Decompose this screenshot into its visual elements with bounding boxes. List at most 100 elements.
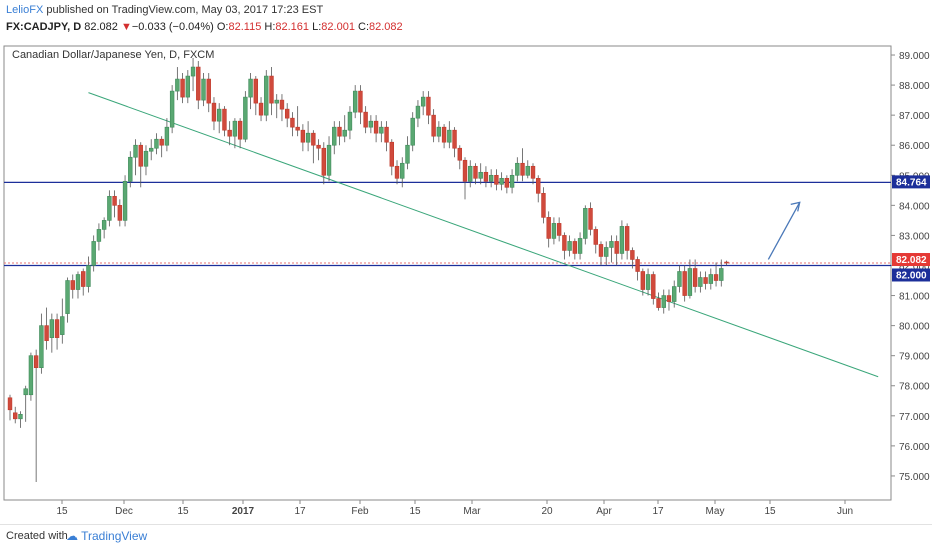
candle-body: [91, 241, 96, 266]
candle-body: [232, 120, 238, 137]
candle-body: [70, 280, 75, 290]
candle-body: [81, 271, 86, 287]
candle-body: [264, 75, 269, 116]
plot-area: [3, 45, 892, 501]
candle-body: [546, 217, 551, 239]
x-tick-label: May: [706, 506, 725, 517]
candle-body: [405, 144, 410, 164]
candle-body: [44, 325, 49, 341]
candle-body: [687, 268, 693, 296]
candle-body: [243, 96, 248, 140]
down-triangle-icon: ▼: [120, 21, 132, 33]
candle-body: [164, 126, 170, 146]
chart-header: LelioFX published on TradingView.com, Ma…: [0, 0, 932, 40]
candle-body: [295, 126, 300, 131]
candle-body: [373, 120, 379, 134]
candle-body: [128, 156, 133, 182]
y-tick-label: 80.000: [899, 322, 930, 333]
x-tick-label: 2017: [232, 506, 255, 517]
candle-body: [703, 277, 708, 284]
footer: Created with ☁ TradingView: [0, 524, 932, 551]
y-tick-label: 86.000: [899, 141, 930, 152]
candle-body: [217, 108, 222, 122]
candle-body: [290, 117, 295, 128]
open-label: O:: [216, 21, 229, 33]
candle-body: [284, 108, 290, 119]
y-tick-label: 75.000: [899, 472, 930, 483]
candle-body: [7, 397, 13, 411]
candle-body: [253, 78, 259, 104]
candle-body: [698, 277, 703, 287]
candle-body: [107, 196, 112, 221]
published-text: published on TradingView.com, May 03, 20…: [46, 4, 324, 16]
forecast-arrow-line: [767, 202, 801, 260]
close-value: 82.082: [369, 21, 403, 33]
candle-body: [384, 126, 389, 143]
candle-body: [656, 298, 661, 308]
open-value: 82.115: [228, 21, 262, 33]
x-tick-label: 20: [541, 506, 553, 517]
candle-body: [332, 126, 337, 146]
candle-body: [447, 129, 452, 143]
candle-body: [248, 78, 253, 98]
y-tick-label: 83.000: [899, 231, 930, 242]
candle-body: [363, 111, 368, 128]
candle-body: [572, 241, 578, 254]
x-tick-label: 17: [652, 506, 664, 517]
candle-body: [138, 144, 143, 167]
candle-body: [499, 177, 504, 185]
candle-body: [316, 144, 321, 149]
candle-body: [624, 226, 630, 251]
candle-body: [478, 171, 483, 179]
candle-body: [682, 271, 687, 296]
candle-body: [666, 295, 672, 302]
candle-body: [122, 180, 128, 221]
trend-line: [88, 92, 879, 378]
candle-body: [33, 355, 39, 369]
candle-body: [604, 247, 609, 257]
candle-body: [431, 114, 436, 137]
candle-body: [274, 99, 279, 104]
candle-body: [175, 78, 180, 92]
close-label: C:: [358, 21, 370, 33]
tradingview-brand-label: TradingView: [81, 529, 148, 543]
x-tick-label: 17: [294, 506, 306, 517]
candle-body: [60, 316, 65, 335]
candle-body: [562, 235, 567, 251]
y-tick-label: 76.000: [899, 442, 930, 453]
candle-body: [468, 165, 473, 182]
candle-body: [237, 120, 243, 140]
candle-body: [488, 174, 494, 182]
author-link[interactable]: LelioFX: [6, 4, 44, 16]
candle-body: [326, 144, 332, 176]
candle-body: [452, 129, 457, 149]
candle-body: [525, 165, 530, 176]
candle-body: [305, 132, 311, 143]
y-tick-label: 89.000: [899, 51, 930, 62]
candle-body: [400, 162, 405, 179]
candle-body: [583, 208, 588, 239]
candle-body: [101, 220, 107, 230]
tradingview-cloud-icon: ☁: [66, 529, 78, 543]
candle-body: [258, 102, 264, 116]
candle-body: [54, 319, 60, 338]
candle-body: [206, 78, 211, 104]
candle-body: [39, 325, 44, 369]
candle-body: [609, 241, 614, 248]
change-value: −0.033 (−0.04%): [131, 21, 214, 33]
candle-body: [379, 126, 384, 134]
candle-body: [154, 138, 159, 149]
candlestick-chart[interactable]: Canadian Dollar/Japanese Yen, D, FXCM 75.…: [0, 0, 932, 524]
candle-body: [358, 90, 363, 113]
tradingview-brand-link[interactable]: ☁ TradingView: [66, 529, 147, 543]
candle-body: [494, 174, 499, 185]
candle-body: [389, 141, 394, 167]
candle-body: [321, 147, 326, 176]
x-tick-label: Jun: [837, 506, 853, 517]
candle-body: [75, 274, 81, 290]
candle-body: [185, 75, 191, 98]
candle-body: [420, 96, 426, 107]
candle-body: [588, 208, 593, 230]
x-tick-label: Apr: [596, 506, 612, 517]
x-tick-label: 15: [409, 506, 421, 517]
